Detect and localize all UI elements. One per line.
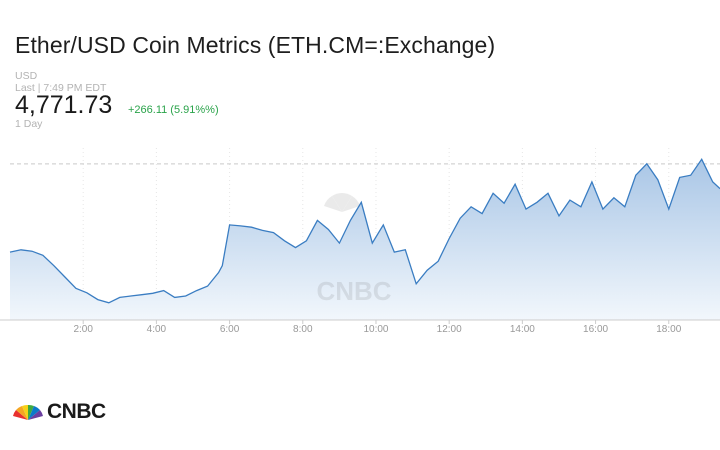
nbc-peacock-icon [13, 404, 43, 420]
nbc-peacock-icon [324, 192, 360, 212]
x-tick-label-7: 16:00 [583, 324, 608, 335]
currency-label: USD [15, 70, 38, 82]
price-chart: CNBC 2:00 4:00 6:00 8:00 10:00 12:00 14:00 16:0… [0, 148, 720, 335]
range-label: 1 Day [15, 118, 43, 130]
x-tick-label-2: 6:00 [220, 324, 240, 335]
price-change: +266.11 (5.91%%) [128, 104, 219, 116]
last-price: 4,771.73 [15, 91, 113, 119]
logo-text: CNBC [47, 400, 106, 423]
x-tick-label-3: 8:00 [293, 324, 313, 335]
last-updated-label: Last | 7:49 PM EDT [15, 82, 107, 94]
chart-grid [82, 148, 670, 320]
price-line [9, 158, 720, 304]
x-tick-label-6: 14:00 [510, 324, 535, 335]
x-axis-ticks: 2:00 4:00 6:00 8:00 10:00 12:00 14:00 16:00 18:0… [73, 320, 682, 335]
x-tick-label-1: 4:00 [147, 324, 167, 335]
x-tick-label-5: 12:00 [437, 324, 462, 335]
x-tick-label-8: 18:00 [656, 324, 681, 335]
price-area-fill [10, 159, 720, 320]
x-tick-label-4: 10:00 [363, 324, 388, 335]
x-tick-label-0: 2:00 [73, 324, 93, 335]
cnbc-watermark: CNBC [316, 192, 392, 306]
cnbc-logo: CNBC [12, 400, 106, 424]
page-title: Ether/USD Coin Metrics (ETH.CM=:Exchange… [15, 32, 496, 58]
watermark-text: CNBC [316, 276, 391, 306]
